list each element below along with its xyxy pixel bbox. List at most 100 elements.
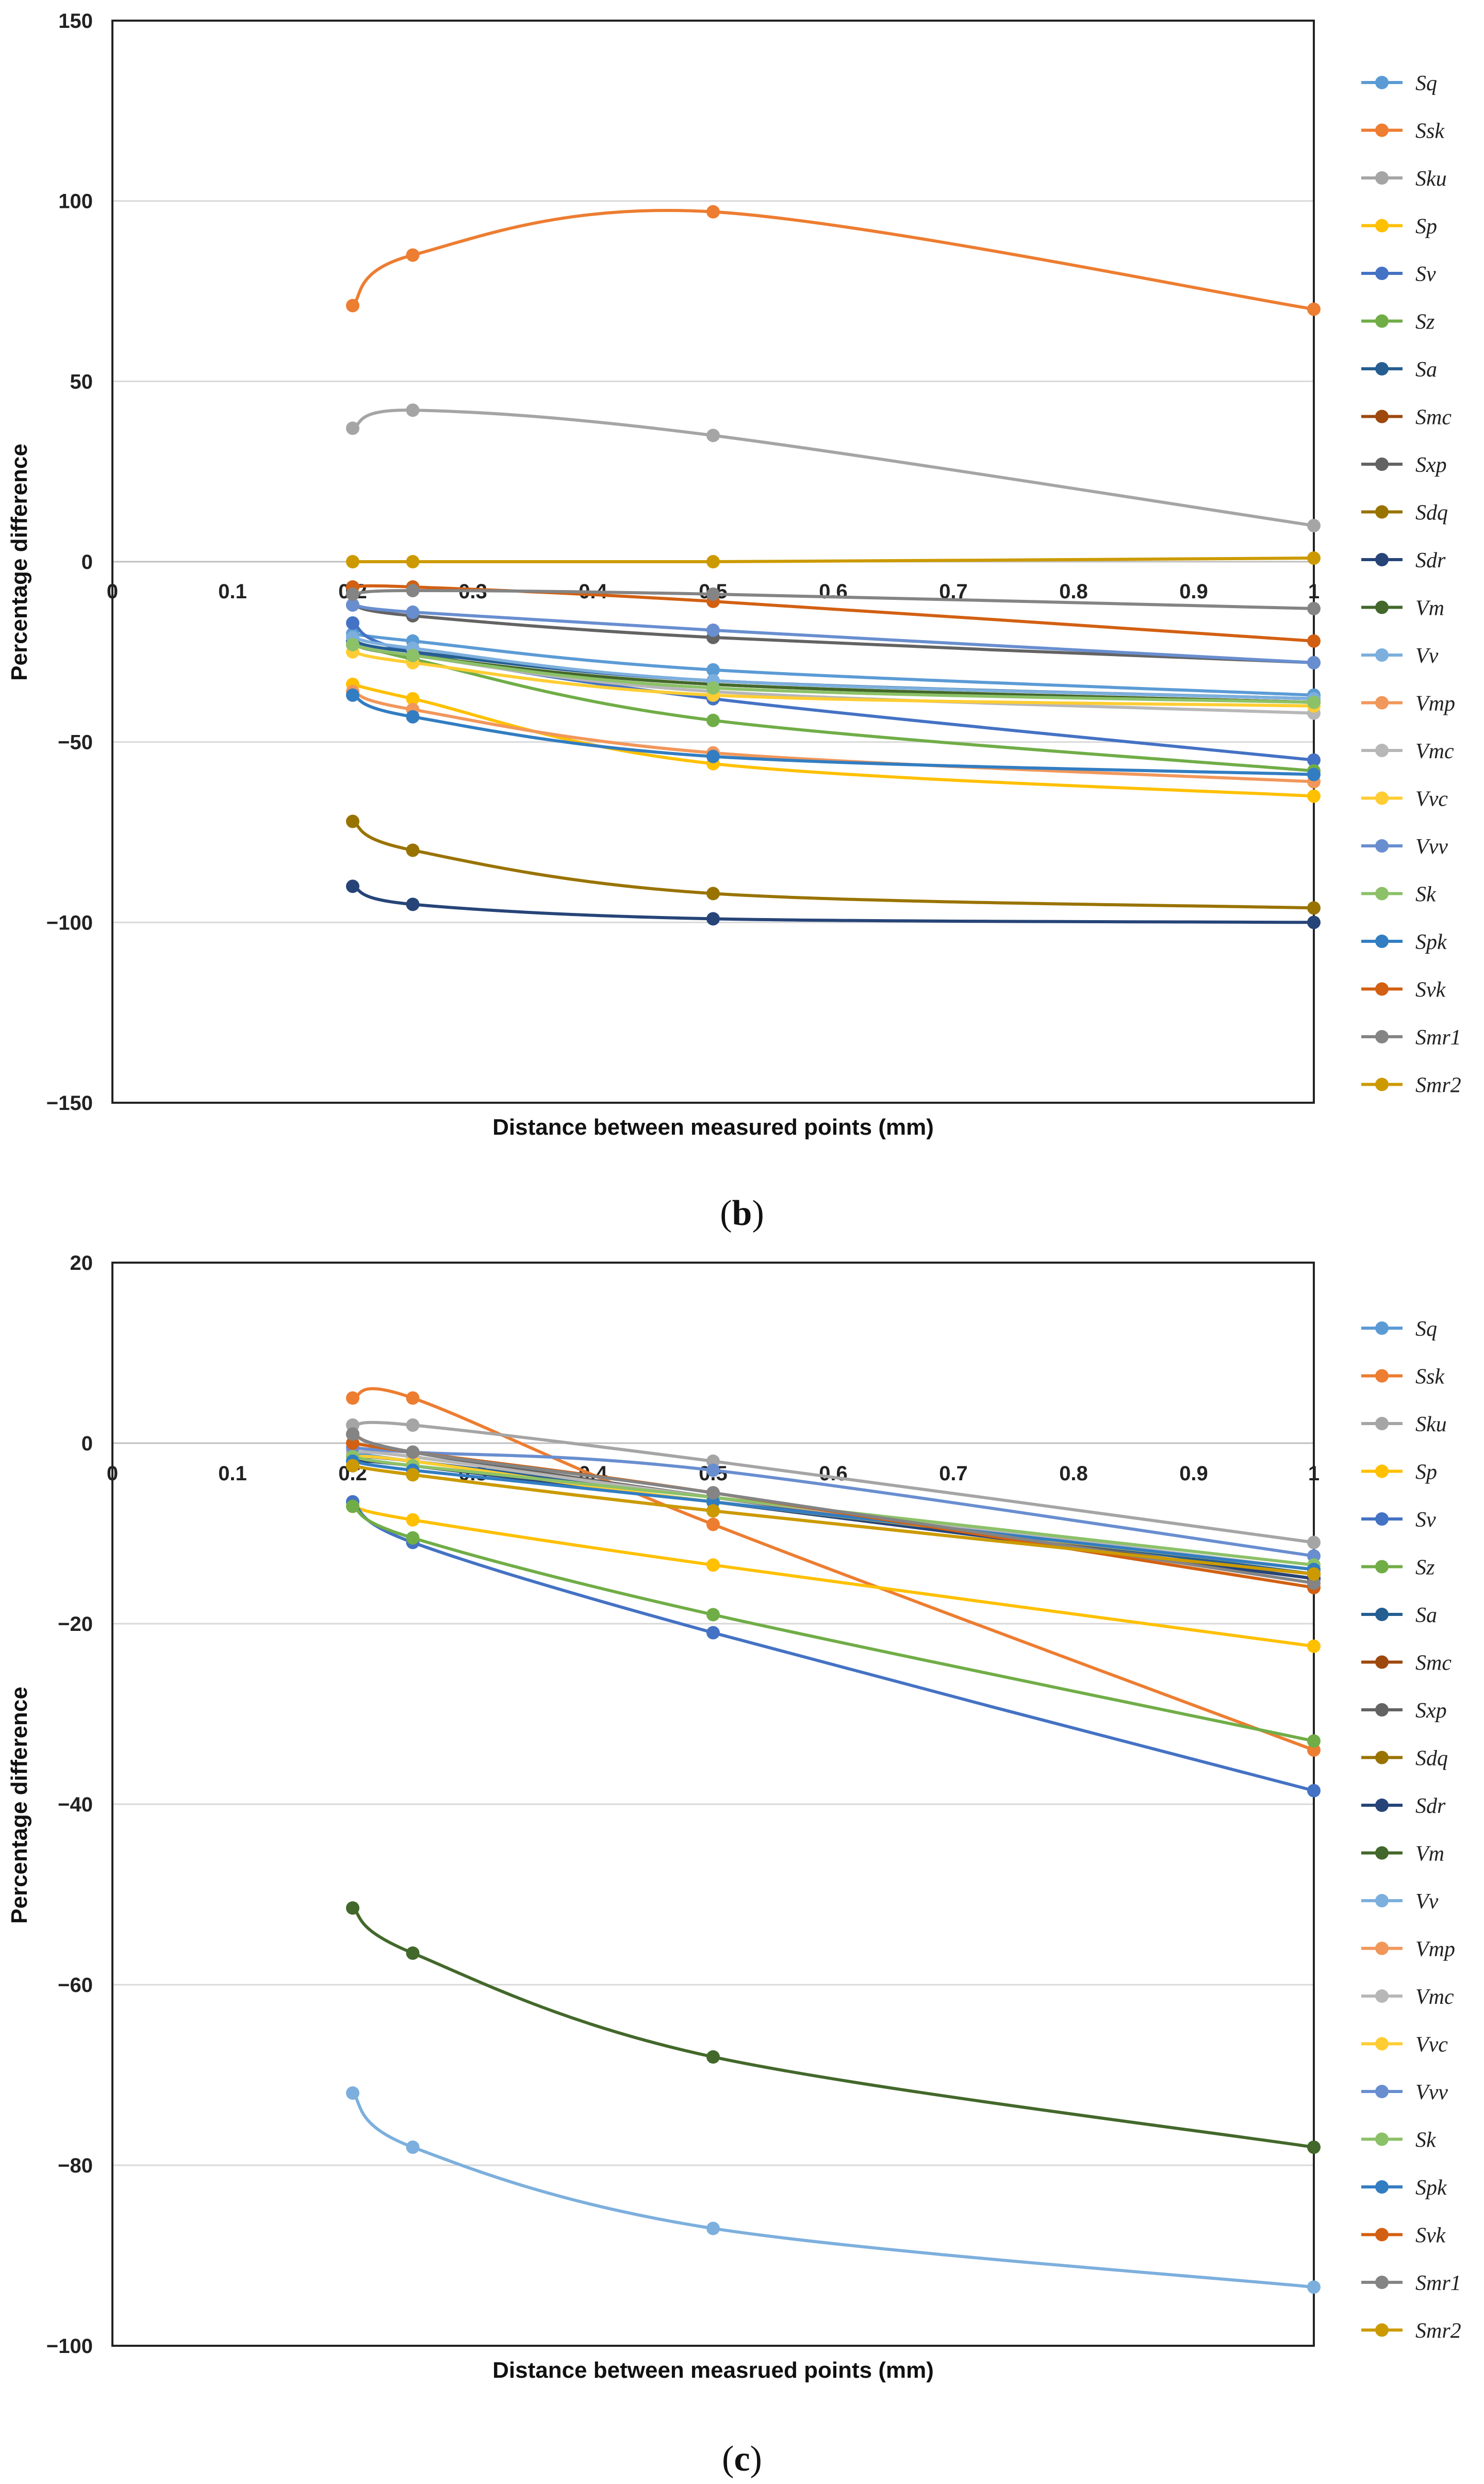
x-tick-label: 0.9 — [1179, 580, 1208, 603]
series-line-Spk — [352, 693, 1314, 776]
legend-label: Vvc — [1415, 2033, 1448, 2057]
chart-panel-b: 150100500−50−100−15000.10.20.30.40.50.60… — [7, 10, 1461, 1233]
data-point-Sdq — [346, 814, 359, 828]
data-point-Sku — [406, 403, 420, 417]
data-point-Vm — [346, 1901, 359, 1915]
legend-marker — [1375, 887, 1389, 901]
data-point-Smr2 — [406, 555, 420, 568]
x-tick-label: 0.7 — [939, 1462, 968, 1485]
legend-label: Sk — [1415, 883, 1437, 907]
series-line-Svk — [352, 584, 1314, 643]
legend-label: Sv — [1415, 263, 1436, 286]
y-tick-label: 150 — [58, 10, 93, 32]
legend-label: Vmc — [1415, 740, 1454, 763]
data-point-Vv — [346, 2086, 359, 2100]
data-point-Vv — [406, 2140, 420, 2154]
legend-marker — [1375, 553, 1389, 566]
data-point-Sku — [346, 421, 359, 435]
data-point-Smr1 — [406, 1445, 420, 1459]
legend-marker — [1375, 1417, 1389, 1430]
data-point-Sz — [1307, 1734, 1321, 1748]
legend-marker — [1375, 791, 1389, 805]
series-line-Sxp — [352, 603, 1314, 664]
series-line-Sz — [352, 639, 1314, 773]
data-point-Sdr — [1307, 916, 1321, 929]
series-line-Vvv — [352, 603, 1314, 664]
legend-marker — [1375, 1989, 1389, 2003]
legend-marker — [1375, 1560, 1389, 1574]
legend-label: Smr2 — [1415, 1074, 1461, 1098]
data-point-Sv — [1307, 753, 1321, 767]
legend-marker — [1375, 2085, 1389, 2098]
data-point-Sz — [346, 1499, 359, 1513]
data-point-Vm — [706, 2050, 720, 2064]
series-line-Sku — [352, 408, 1314, 528]
data-point-Sk — [406, 648, 420, 662]
data-point-Smr2 — [1307, 551, 1321, 565]
legend-label: Sku — [1415, 167, 1447, 191]
legend-marker — [1375, 1608, 1389, 1621]
y-tick-label: −60 — [58, 1974, 93, 1997]
series-line-Ssk — [352, 1387, 1315, 1752]
x-tick-label: 0.8 — [1059, 1462, 1088, 1485]
legend-marker — [1375, 1894, 1389, 1907]
x-tick-label: 0.1 — [218, 1462, 247, 1485]
data-point-Sq — [706, 663, 720, 677]
data-point-Smr1 — [406, 583, 420, 597]
data-point-Sk — [1307, 695, 1321, 709]
data-point-Sz — [406, 1531, 420, 1545]
data-point-Sp — [406, 1513, 420, 1527]
legend-marker — [1375, 2276, 1389, 2289]
legend-label: Vvv — [1415, 835, 1448, 859]
x-tick-label: 1 — [1308, 580, 1320, 603]
data-point-Sp — [406, 692, 420, 706]
y-tick-label: −50 — [58, 731, 93, 754]
data-point-Ssk — [706, 1517, 720, 1531]
data-point-Vv — [706, 2221, 720, 2235]
data-point-Sdr — [346, 879, 359, 893]
data-point-Smr1 — [706, 1486, 720, 1500]
data-point-Sdr — [406, 897, 420, 911]
data-point-Sku — [1307, 1535, 1321, 1549]
data-point-Smr1 — [706, 587, 720, 601]
data-point-Spk — [706, 749, 720, 763]
legend-label: Vmc — [1415, 1985, 1454, 2009]
series-line-Sdr — [352, 885, 1314, 924]
legend-marker — [1375, 2037, 1389, 2051]
legend-marker — [1375, 600, 1389, 614]
data-point-Ssk — [1307, 302, 1321, 316]
legend-label: Sz — [1415, 310, 1434, 334]
legend: Sq Ssk Sku Sp Sv Sz Sa Smc Sxp Sdq Sdr Vm Vv Vmp Vmc Vv… — [1361, 1317, 1461, 2343]
data-point-Smr2 — [346, 1459, 359, 1473]
y-tick-label: −80 — [58, 2154, 93, 2177]
legend-marker — [1375, 123, 1389, 137]
legend-label: Ssk — [1415, 120, 1445, 143]
data-point-Ssk — [406, 1391, 420, 1405]
x-tick-label: 1 — [1308, 1462, 1320, 1485]
y-tick-label: −150 — [46, 1092, 93, 1115]
panel-label: (c) — [722, 2439, 762, 2479]
legend-label: Vmp — [1415, 1938, 1455, 1962]
data-point-Sk — [706, 681, 720, 695]
series-line-Smr2 — [353, 557, 1314, 564]
legend-label: Sa — [1415, 358, 1437, 382]
series-line-Sk — [352, 643, 1314, 704]
legend-label: Sq — [1415, 1317, 1437, 1341]
series-line-Sp — [352, 682, 1314, 798]
data-point-Smr1 — [346, 1427, 359, 1441]
legend-label: Smr2 — [1415, 2319, 1461, 2343]
legend-marker — [1375, 1703, 1389, 1717]
legend-label: Sp — [1415, 1461, 1437, 1484]
y-tick-label: 100 — [58, 190, 93, 213]
legend-label: Vvc — [1415, 788, 1448, 811]
legend-label: Sk — [1415, 2129, 1437, 2152]
legend-label: Svk — [1415, 978, 1446, 1002]
legend-marker — [1375, 744, 1389, 757]
legend-marker — [1375, 1512, 1389, 1526]
legend-marker — [1375, 2180, 1389, 2194]
legend-label: Svk — [1415, 2224, 1446, 2248]
series-line-Sv — [352, 1500, 1314, 1792]
data-point-Sdq — [706, 887, 720, 901]
data-point-Vm — [406, 1946, 420, 1960]
data-point-Smr2 — [1307, 1567, 1321, 1581]
